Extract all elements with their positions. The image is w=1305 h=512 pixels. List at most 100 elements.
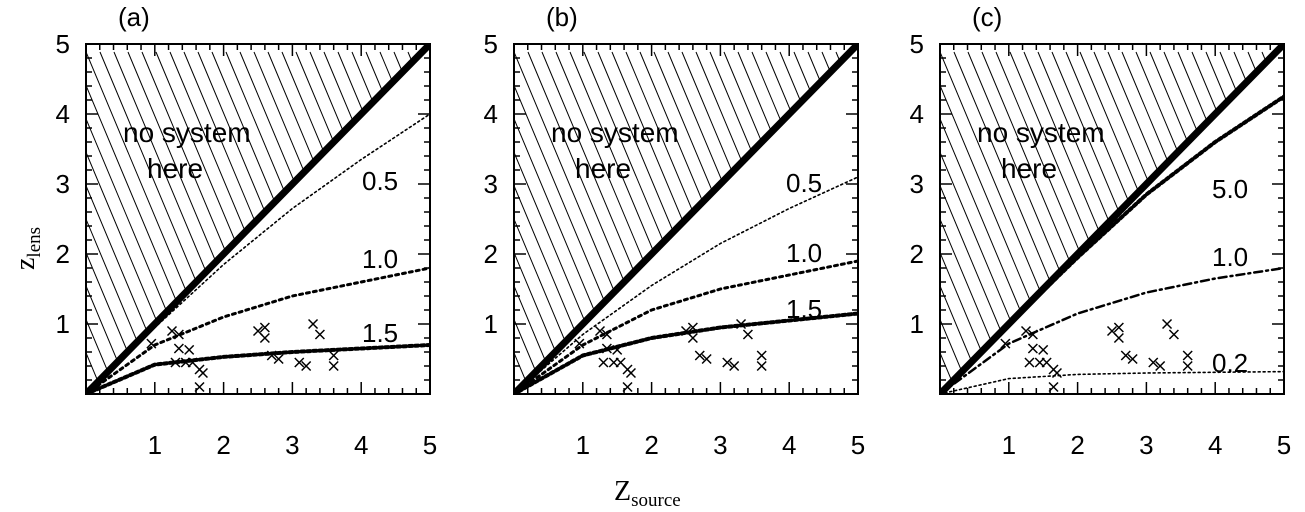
- curves: [940, 44, 1284, 394]
- hatch-line: [562, 52, 722, 434]
- data-point: [294, 357, 305, 368]
- hatch-line: [744, 52, 904, 434]
- hatch-line: [295, 51, 430, 394]
- no-system-label-line2: here: [1001, 153, 1057, 184]
- axis-ticks: 1 2 3 4 5 1 2 3 4 5: [56, 29, 438, 460]
- hatch-line: [906, 52, 1066, 434]
- hatch-line: [436, 52, 596, 434]
- hatch-line: [962, 52, 1122, 434]
- hatched-region: [66, 51, 1178, 434]
- hatch-line: [1018, 52, 1178, 434]
- hatched-region: [380, 51, 1305, 434]
- panel-label-b: (b): [546, 2, 578, 32]
- data-point: [594, 325, 606, 337]
- hatch-line: [1191, 51, 1284, 394]
- hatch-line: [332, 52, 492, 434]
- data-point: [328, 360, 339, 372]
- data-point: [694, 350, 705, 361]
- x-tick-label: 5: [1277, 430, 1291, 460]
- y-tick-label: 5: [910, 29, 924, 59]
- hatch-line: [590, 52, 750, 434]
- data-point: [612, 344, 623, 355]
- curve-label-b-1: 0.5: [786, 168, 822, 198]
- hatch-line: [380, 52, 540, 434]
- x-tick-label: 3: [713, 430, 727, 460]
- data-point: [1020, 325, 1032, 337]
- x-axis-title: Zsource: [614, 476, 681, 511]
- hatch-line: [365, 51, 430, 394]
- data-point: [742, 329, 753, 340]
- hatch-line: [422, 52, 582, 434]
- x-tick-label: 1: [1002, 430, 1016, 460]
- y-tick-label: 3: [484, 169, 498, 199]
- y-tick-label: 1: [56, 309, 70, 339]
- data-points: [574, 318, 767, 393]
- y-axis-title-sub: lens: [24, 227, 45, 258]
- data-point: [1024, 357, 1035, 368]
- data-point: [598, 357, 609, 368]
- data-point: [1038, 344, 1049, 355]
- x-tick-label: 4: [1208, 430, 1222, 460]
- hatch-line: [421, 51, 430, 394]
- boundary-line: [514, 44, 858, 394]
- curve-label-b-3: 1.5: [786, 294, 822, 324]
- y-tick-label: 3: [56, 169, 70, 199]
- no-system-label-line2: here: [147, 153, 203, 184]
- data-point: [1155, 360, 1166, 372]
- data-point: [314, 329, 325, 340]
- hatch-line: [849, 51, 858, 394]
- curve-0.5: [514, 176, 858, 394]
- data-point: [574, 338, 585, 349]
- x-axis-title-sub: source: [631, 490, 681, 511]
- hatch-line: [990, 52, 1150, 434]
- hatched-region: [86, 51, 792, 434]
- hatch-line: [940, 51, 975, 394]
- hatch-line: [220, 52, 380, 434]
- hatch-line: [920, 52, 1080, 434]
- data-point: [701, 353, 712, 365]
- data-point: [622, 381, 633, 393]
- curve-1.0: [86, 266, 430, 394]
- y-tick-label: 2: [910, 239, 924, 269]
- data-point: [1182, 360, 1193, 372]
- data-point: [308, 318, 319, 330]
- y-tick-label: 4: [910, 99, 924, 129]
- hatch-line: [108, 52, 268, 434]
- y-axis-title: zlens: [10, 227, 45, 270]
- panel-label-c: (c): [972, 2, 1002, 32]
- hatch-line: [309, 51, 430, 394]
- hatch-line: [66, 52, 226, 434]
- data-point: [1051, 367, 1062, 379]
- data-point: [1120, 350, 1131, 361]
- hatch-line: [1290, 52, 1305, 434]
- x-tick-label: 2: [1070, 430, 1084, 460]
- data-point: [1162, 318, 1173, 330]
- y-tick-label: 1: [484, 309, 498, 339]
- hatch-line: [688, 52, 848, 434]
- data-point: [687, 332, 698, 344]
- curves: [86, 44, 430, 394]
- hatch-line: [632, 52, 792, 434]
- curve-1.0: [940, 266, 1284, 394]
- panel-label-a: (a): [118, 2, 150, 32]
- data-points: [146, 318, 339, 393]
- data-point: [1048, 381, 1059, 393]
- curve-0.5: [86, 113, 430, 394]
- hatch-line: [122, 52, 282, 434]
- y-tick-label: 2: [484, 239, 498, 269]
- hatch-line: [436, 52, 596, 434]
- curve-label-c-2: 1.0: [1212, 242, 1248, 272]
- curve-label-c-3: 0.2: [1212, 348, 1248, 378]
- curves: [514, 44, 858, 394]
- hatch-line: [576, 52, 736, 434]
- hatch-line: [807, 51, 858, 394]
- hatch-line: [86, 51, 107, 394]
- data-point: [197, 367, 208, 379]
- data-points: [1000, 318, 1193, 393]
- hatch-line: [248, 52, 408, 434]
- curve-label-a-2: 1.0: [362, 244, 398, 274]
- x-tick-label: 3: [1139, 430, 1153, 460]
- hatch-line: [758, 52, 918, 434]
- hatch-line: [478, 52, 638, 434]
